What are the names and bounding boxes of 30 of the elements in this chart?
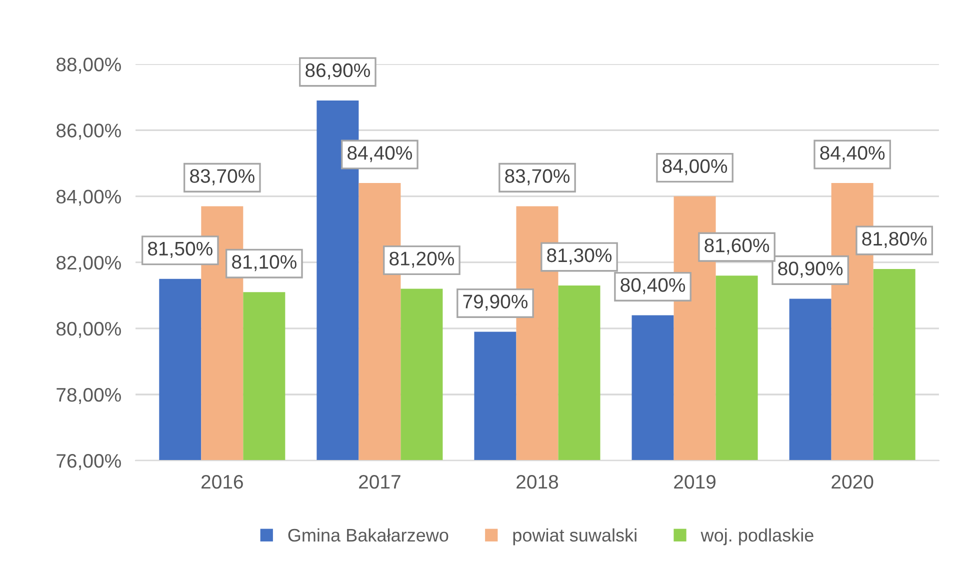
- x-tick-label: 2016: [202, 474, 243, 489]
- data-label: 81,10%: [232, 255, 296, 272]
- legend-label: woj. podlaskie: [700, 528, 814, 546]
- y-tick-label: 80,00%: [56, 322, 121, 338]
- y-tick-label: 88,00%: [56, 58, 121, 74]
- data-label: 80,40%: [620, 278, 686, 294]
- data-label: 81,80%: [862, 232, 927, 248]
- data-label: 81,20%: [390, 252, 454, 268]
- legend-label: powiat suwalski: [513, 528, 636, 546]
- data-label: 81,50%: [148, 242, 212, 258]
- data-label: 84,00%: [662, 159, 728, 176]
- y-tick-label: 86,00%: [56, 124, 121, 140]
- legend-label: Gmina Bakałarzewo: [288, 528, 448, 542]
- data-label: 86,90%: [306, 63, 370, 80]
- y-tick-label: 82,00%: [56, 256, 121, 272]
- y-tick-label: 78,00%: [56, 388, 121, 404]
- y-tick-label: 84,00%: [56, 190, 121, 206]
- data-label: 84,40%: [820, 146, 885, 162]
- x-tick-label: 2017: [359, 474, 400, 489]
- x-tick-label: 2020: [832, 474, 874, 489]
- data-label: 80,90%: [778, 262, 843, 278]
- data-label: 81,30%: [547, 248, 612, 264]
- data-label: 83,70%: [505, 169, 570, 186]
- y-tick-label: 76,00%: [56, 454, 121, 470]
- data-label: 83,70%: [190, 169, 254, 186]
- data-label: 84,40%: [348, 146, 412, 162]
- data-label: 79,90%: [463, 294, 528, 311]
- data-label: 81,60%: [704, 238, 770, 255]
- x-tick-label: 2018: [516, 474, 558, 489]
- x-tick-label: 2019: [674, 474, 716, 489]
